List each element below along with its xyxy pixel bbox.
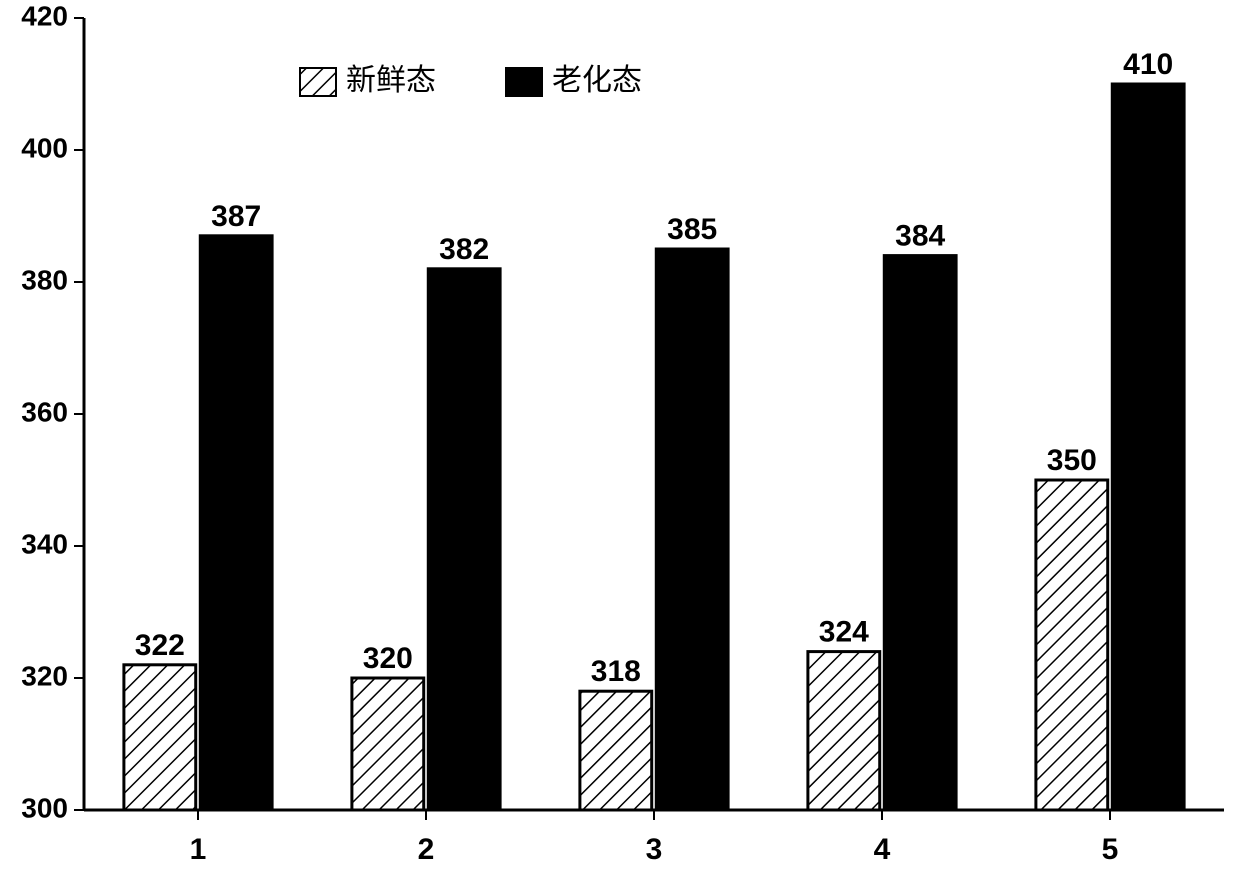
x-tick-label: 3 [646, 833, 663, 866]
y-tick-label: 420 [21, 0, 68, 31]
bar [200, 236, 272, 810]
legend-label: 新鲜态 [346, 64, 436, 97]
x-tick-label: 2 [418, 833, 435, 866]
bar [656, 249, 728, 810]
bar [1112, 84, 1184, 810]
y-tick-label: 320 [21, 660, 68, 691]
bar-value-label: 382 [439, 233, 489, 266]
legend-swatch [506, 68, 542, 96]
bar-value-label: 322 [135, 629, 185, 662]
bar-value-label: 410 [1123, 48, 1173, 81]
bar-value-label: 350 [1047, 444, 1097, 477]
bar-value-label: 318 [591, 655, 641, 688]
bar [580, 691, 652, 810]
bar [884, 256, 956, 810]
bar-value-label: 387 [211, 200, 261, 233]
bar-value-label: 384 [895, 220, 945, 253]
x-tick-label: 1 [190, 833, 207, 866]
bar [124, 665, 196, 810]
x-tick-label: 4 [874, 833, 891, 866]
bar-chart: 300 320 340 360 380 400 420 1 322 387 2 320 382 3 318 3… [0, 0, 1239, 880]
y-tick-label: 340 [21, 528, 68, 559]
bar [808, 652, 880, 810]
y-tick-label: 300 [21, 792, 68, 823]
bar [1036, 480, 1108, 810]
bar-value-label: 324 [819, 616, 869, 649]
legend-swatch [300, 68, 336, 96]
bar [428, 269, 500, 810]
chart-container: 300 320 340 360 380 400 420 1 322 387 2 320 382 3 318 3… [0, 0, 1239, 880]
bar-value-label: 385 [667, 213, 717, 246]
legend-label: 老化态 [552, 64, 642, 97]
bar [352, 678, 424, 810]
y-tick-label: 380 [21, 264, 68, 295]
bar-value-label: 320 [363, 642, 413, 675]
y-tick-label: 360 [21, 396, 68, 427]
x-tick-label: 5 [1102, 833, 1119, 866]
y-tick-label: 400 [21, 132, 68, 163]
